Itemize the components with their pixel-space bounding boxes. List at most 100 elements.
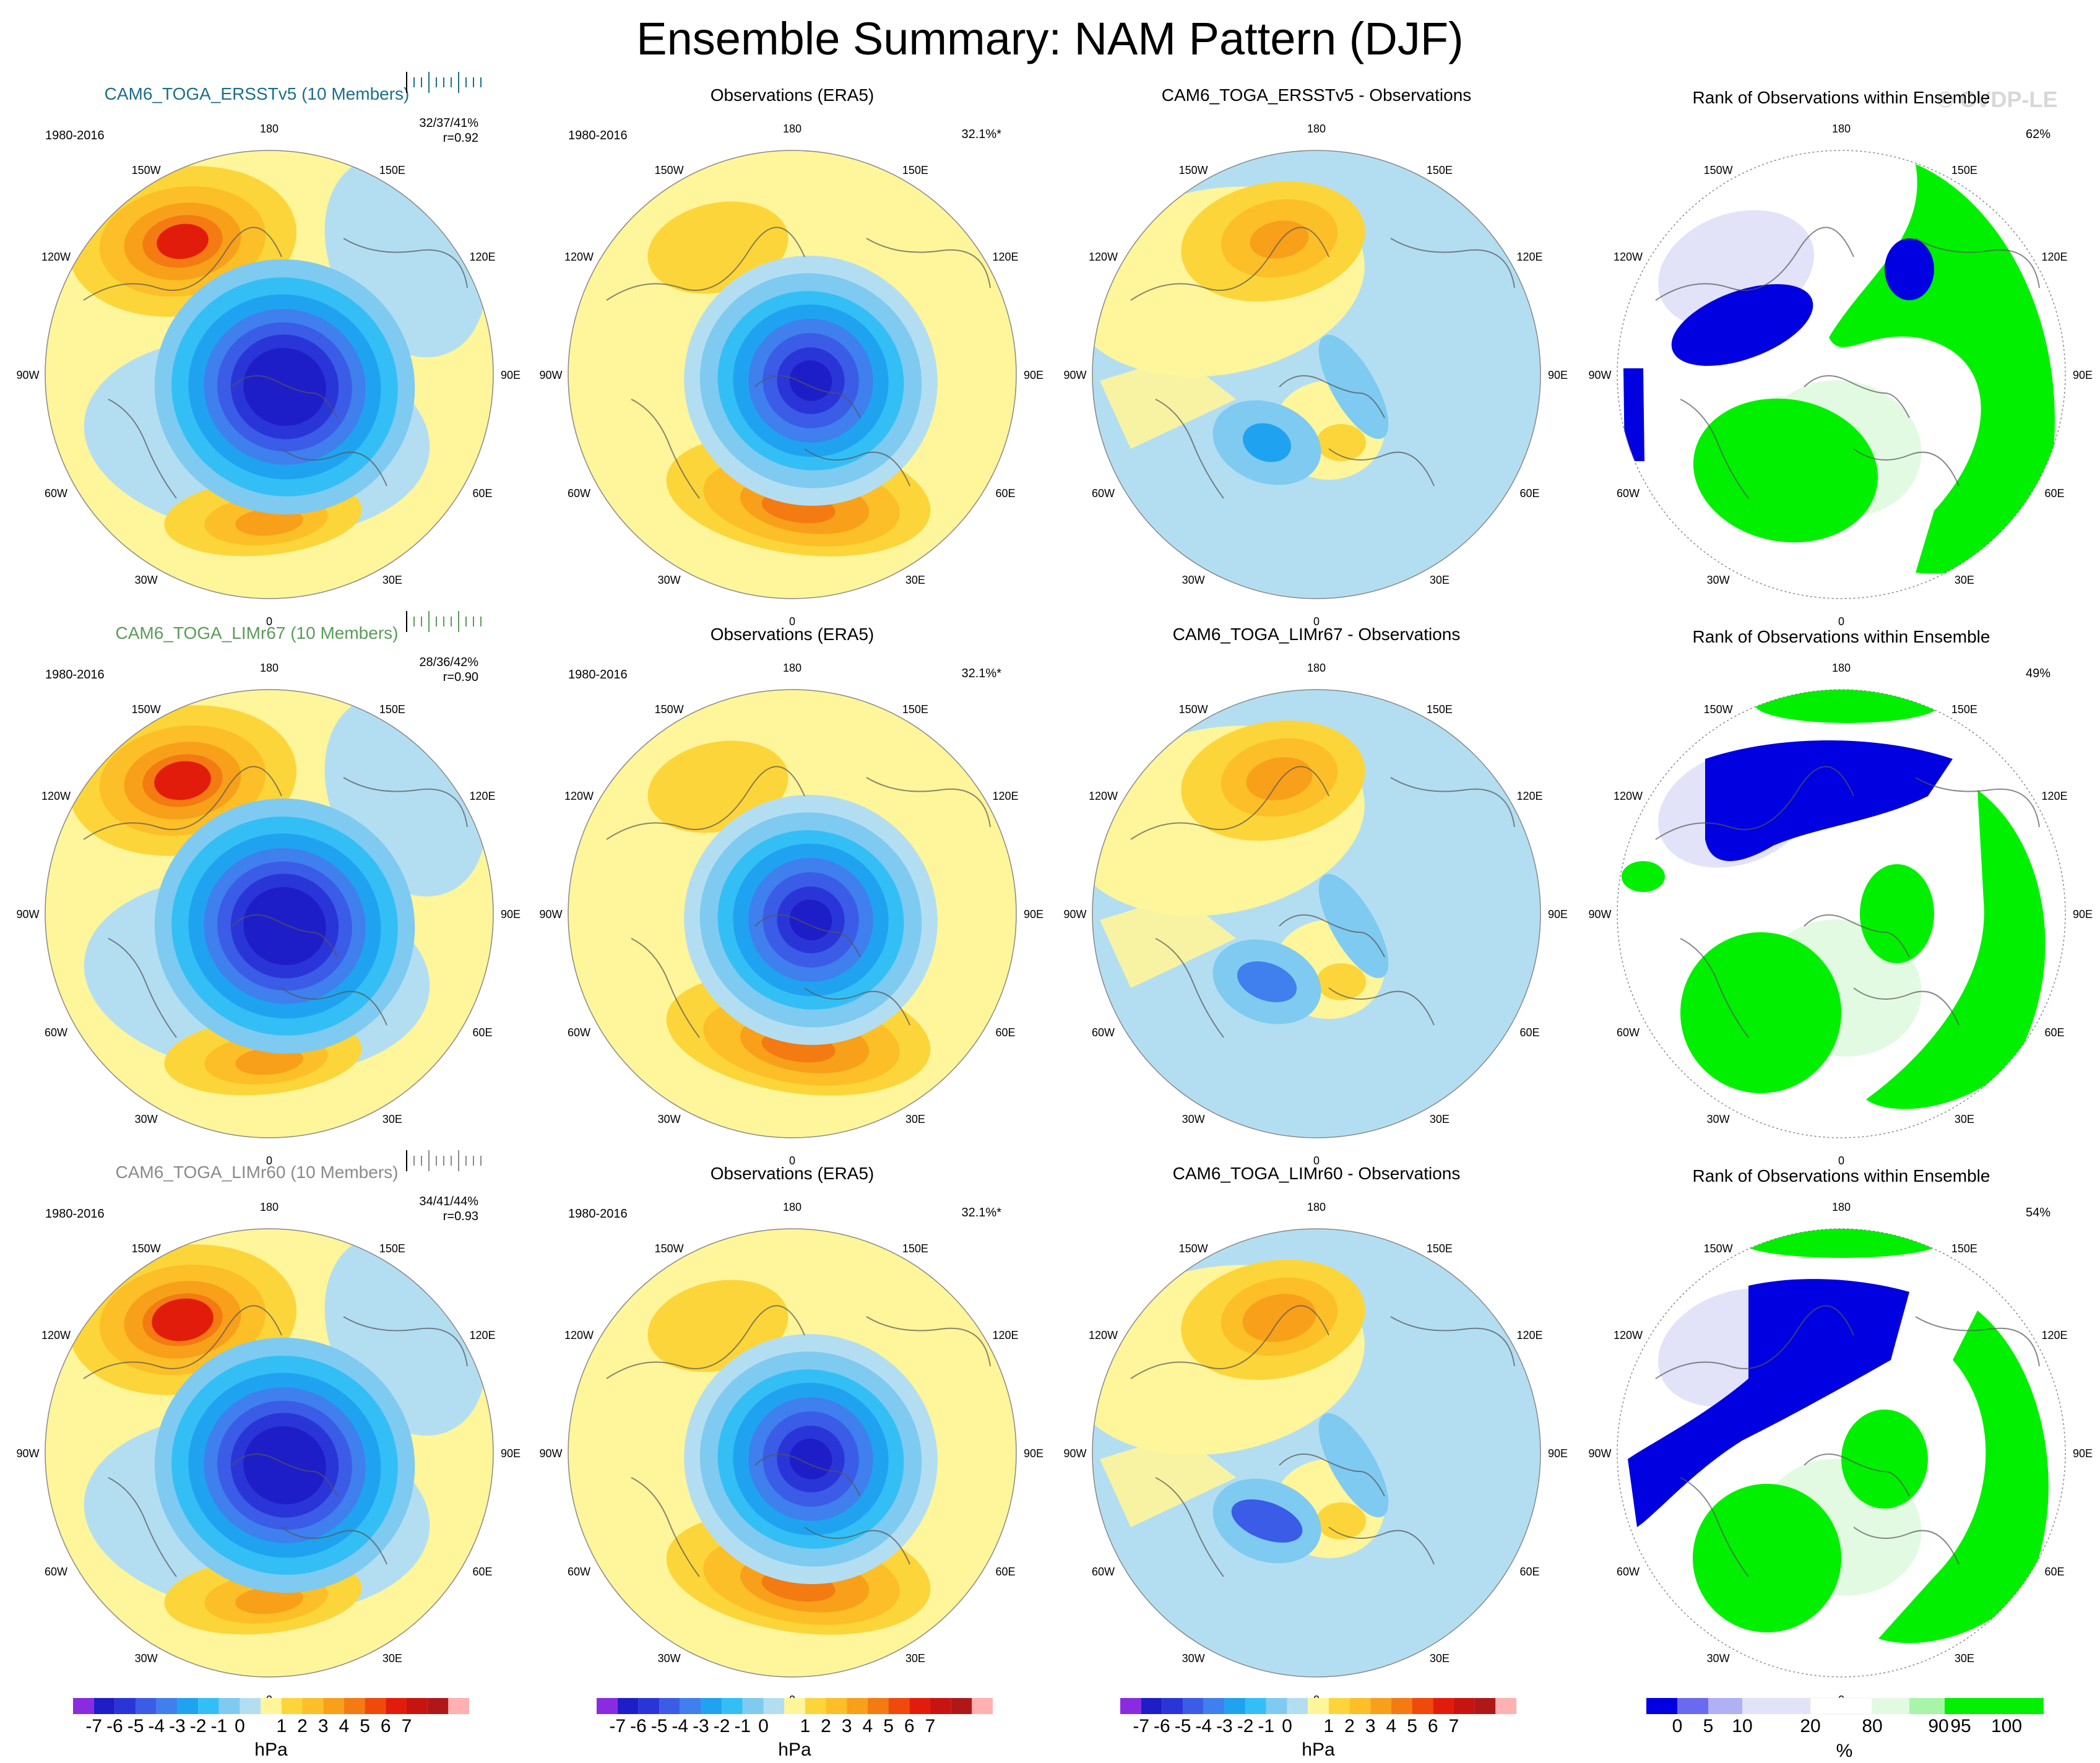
difference-title: CAM6_TOGA_LIMr67 - Observations xyxy=(1173,625,1461,644)
longitude-label: 180 xyxy=(1832,1201,1851,1213)
map-field xyxy=(568,1229,1016,1677)
longitude-label: 60E xyxy=(995,1026,1015,1039)
longitude-label: 150W xyxy=(1179,1242,1208,1255)
coastline xyxy=(231,1453,338,1497)
map-boundary xyxy=(1092,150,1541,599)
negative-anomaly-region xyxy=(1318,1413,1389,1518)
longitude-label: 90E xyxy=(1024,369,1044,381)
panel-diff-row-1: 180 150E 120E 90E 60E 30E 0 30W 60W 90W 120W 150W CA… xyxy=(1063,85,1568,628)
colorbar-tick-label: -5 xyxy=(1175,1716,1191,1736)
colorbar-tick-label: -5 xyxy=(651,1716,668,1736)
map-boundary xyxy=(45,150,494,599)
longitude-label: 90W xyxy=(1063,1447,1086,1460)
coastline xyxy=(1655,766,1854,840)
period-label: 1980-2016 xyxy=(568,1207,628,1221)
figure-title: Ensemble Summary: NAM Pattern (DJF) xyxy=(636,13,1464,64)
coastline xyxy=(1390,777,1515,828)
coastline xyxy=(1655,1305,1854,1379)
longitude-label: 90W xyxy=(539,369,562,381)
colorbar-tick-label: 2 xyxy=(821,1716,831,1736)
coastline xyxy=(1853,448,1960,487)
longitude-label: 150E xyxy=(1427,1242,1453,1255)
longitude-label: 120W xyxy=(1614,790,1643,802)
pattern-stat: 34/41/44% xyxy=(419,1195,478,1208)
longitude-label: 30W xyxy=(658,574,681,586)
colorbar-tick-label: 0 xyxy=(758,1716,769,1736)
colorbar-swatch xyxy=(218,1698,240,1714)
longitude-label: 60E xyxy=(472,1026,492,1039)
longitude-label: 150W xyxy=(132,1242,161,1255)
observations-title: Observations (ERA5) xyxy=(711,1164,875,1183)
positive-anomaly-region xyxy=(1100,356,1236,449)
watermark: © CVDP-LE xyxy=(1937,87,2058,112)
longitude-label: 90W xyxy=(1063,908,1086,920)
longitude-label: 120E xyxy=(1516,790,1542,802)
coastline xyxy=(1155,938,1224,1038)
pattern-stat: 32/37/41% xyxy=(419,116,478,130)
colorbar-tick-label: -1 xyxy=(734,1716,751,1736)
longitude-label: 30W xyxy=(135,1113,158,1125)
ensemble-title: CAM6_TOGA_LIMr60 (10 Members) xyxy=(116,1163,399,1182)
coastline xyxy=(804,1527,910,1565)
positive-anomaly-region xyxy=(154,761,211,800)
panel-rank-row-3: 180150E120E90E60E30E030W60W90W120W150WRa… xyxy=(1588,1166,2093,1706)
longitude-label: 60E xyxy=(472,1566,492,1578)
coastline xyxy=(1804,914,1910,958)
longitude-label: 90W xyxy=(539,908,562,920)
colorbar-swatch xyxy=(1162,1698,1183,1714)
longitude-label: 90E xyxy=(1024,1447,1044,1460)
coastline xyxy=(1328,448,1435,487)
longitude-label: 150E xyxy=(902,1242,928,1255)
hpa-colorbar-3: -7 -6 -5 -4 -3 -2 -1 0 1 2 3 4 5 6 7 hPa xyxy=(1120,1698,1516,1760)
ensemble-title: CAM6_TOGA_LIMr67 (10 Members) xyxy=(116,623,399,643)
longitude-label: 30E xyxy=(382,1652,402,1665)
coastline xyxy=(1680,1477,1749,1577)
colorbar-swatch xyxy=(1120,1698,1141,1714)
colorbar-tick-label: 2 xyxy=(297,1716,308,1736)
rank-region-high xyxy=(1622,861,1665,892)
colorbar-tick-label: 7 xyxy=(925,1716,936,1736)
longitude-label: 180 xyxy=(260,662,279,674)
colorbar-swatch xyxy=(1224,1698,1246,1714)
rank-region-low xyxy=(1623,368,1644,461)
longitude-label: 30W xyxy=(1182,574,1205,586)
map-field xyxy=(1092,150,1540,599)
colorbar-tick-label: 7 xyxy=(1449,1716,1459,1736)
map-boundary xyxy=(568,689,1017,1138)
colorbar-swatch xyxy=(1742,1698,1810,1714)
colorbar-swatch xyxy=(972,1698,993,1714)
colorbar-swatch xyxy=(1433,1698,1454,1714)
longitude-label: 90E xyxy=(2073,369,2093,381)
negative-anomaly-region xyxy=(1318,334,1389,440)
colorbar-swatch xyxy=(784,1698,805,1714)
colorbar-tick-label: 4 xyxy=(1386,1716,1397,1736)
colorbar-swatch xyxy=(198,1698,219,1714)
coastline xyxy=(606,766,805,840)
longitude-label: 60W xyxy=(1092,487,1115,500)
member-tick-plot xyxy=(406,72,482,93)
rank-region-low xyxy=(1628,1279,1909,1527)
longitude-label: 90E xyxy=(501,369,521,381)
colorbar-swatch xyxy=(427,1698,449,1714)
colorbar-tick-label: 7 xyxy=(402,1716,412,1736)
longitude-label: 60W xyxy=(1617,1026,1640,1039)
colorbar-unit: hPa xyxy=(778,1739,811,1760)
coastline xyxy=(108,399,177,499)
colorbar-tick-label: -5 xyxy=(127,1716,144,1736)
longitude-label: 150W xyxy=(1704,1242,1733,1255)
coastline xyxy=(343,238,468,288)
explained-variance: 32.1%* xyxy=(962,1206,1002,1219)
colorbar-swatch xyxy=(406,1698,428,1714)
colorbar-tick-label: 6 xyxy=(904,1716,915,1736)
colorbar-swatch xyxy=(1909,1698,1945,1714)
coastline xyxy=(108,938,177,1038)
longitude-label: 30E xyxy=(1955,574,1974,586)
panel-diff-row-3: 180150E120E90E60E30E030W60W90W120W150WCA… xyxy=(1063,1164,1568,1706)
colorbar-swatch xyxy=(638,1698,660,1714)
colorbar-tick-label: 6 xyxy=(1428,1716,1438,1736)
longitude-label: 180 xyxy=(783,662,802,674)
longitude-label: 30E xyxy=(905,574,925,586)
coastline xyxy=(1915,1316,2040,1367)
longitude-label: 120W xyxy=(564,790,594,802)
longitude-label: 0 xyxy=(266,1154,272,1167)
